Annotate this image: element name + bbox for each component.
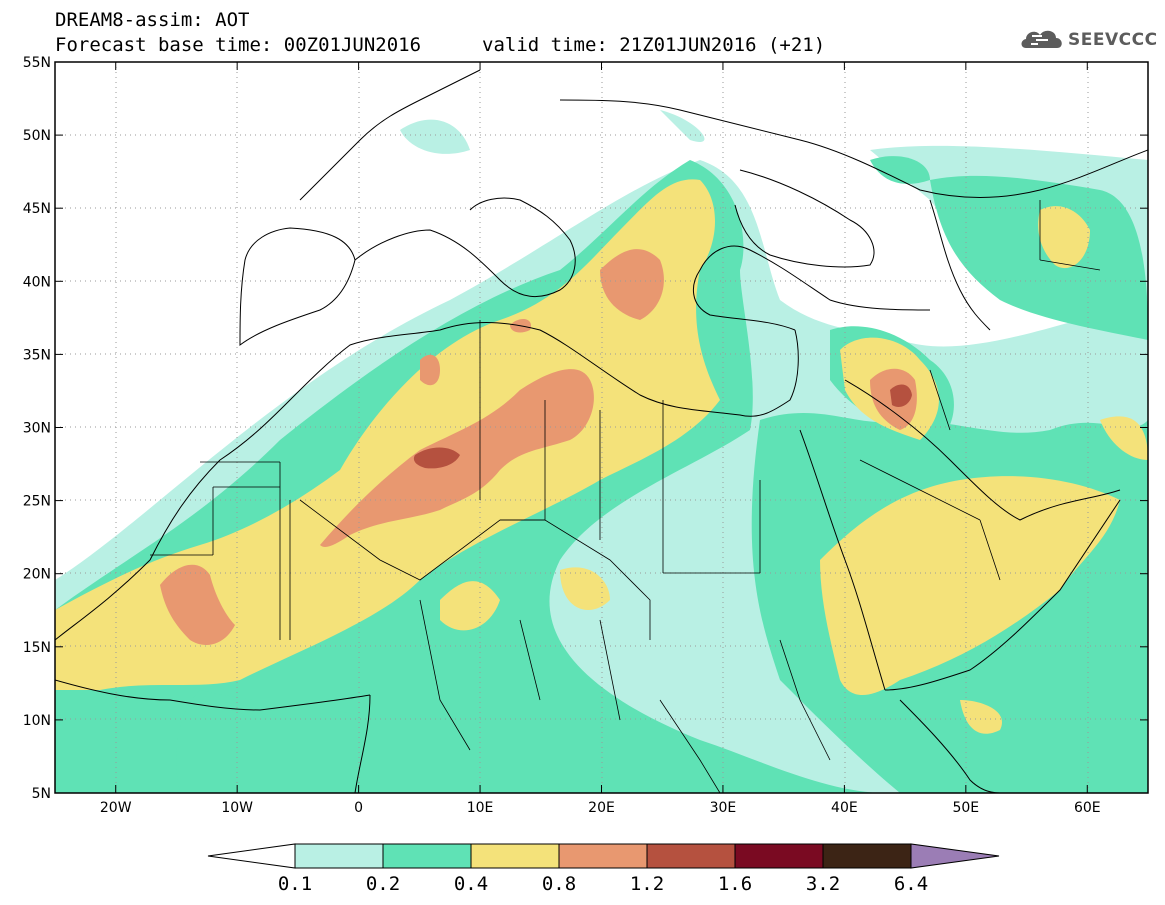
lat-label: 35N [23, 347, 51, 363]
colorbar-swatch [558, 843, 648, 869]
lat-label: 45N [23, 201, 51, 217]
forecast-base-time: Forecast base time: 00Z01JUN2016 [55, 34, 422, 56]
logo-text: SEEVCCC [1068, 30, 1158, 50]
latitude-axis: 55N 50N 45N 40N 35N 30N 25N 20N 15N 10N 5N [23, 55, 1148, 802]
lat-label: 25N [23, 494, 51, 510]
lat-label: 15N [23, 640, 51, 656]
valid-time: valid time: 21Z01JUN2016 (+21) [482, 34, 826, 56]
colorbar-label: 0.1 [278, 873, 312, 895]
lat-label: 40N [23, 274, 51, 290]
aot-field [55, 62, 1148, 793]
lat-label: 55N [23, 55, 51, 71]
lon-label: 60E [1074, 800, 1101, 816]
colorbar-swatch [294, 843, 384, 869]
lat-label: 10N [23, 713, 51, 729]
lon-label: 10E [467, 800, 494, 816]
lat-label: 30N [23, 421, 51, 437]
lon-label: 40E [831, 800, 858, 816]
lon-label: 20E [588, 800, 615, 816]
colorbar-label: 0.2 [366, 873, 400, 895]
aot-colorbar: 0.1 0.2 0.4 0.8 1.2 1.6 3.2 6.4 [207, 843, 1000, 895]
map-title: DREAM8-assim: AOT [55, 9, 250, 31]
colorbar-swatch [734, 843, 824, 869]
colorbar-label: 3.2 [806, 873, 840, 895]
lon-label: 50E [952, 800, 979, 816]
colorbar-label: 0.4 [454, 873, 488, 895]
colorbar-swatch [470, 843, 560, 869]
lat-label: 50N [23, 128, 51, 144]
lon-label: 20W [100, 800, 132, 816]
lon-label: 30E [710, 800, 737, 816]
coastlines [55, 69, 1148, 793]
aot-contour-0.4 [55, 179, 1148, 734]
colorbar-swatch [382, 843, 472, 869]
lon-label: 10W [221, 800, 253, 816]
colorbar-label: 1.6 [718, 873, 752, 895]
longitude-axis: 20W 10W 0 10E 20E 30E 40E 50E 60E [100, 62, 1101, 816]
lat-label: 20N [23, 567, 51, 583]
country-borders [150, 200, 1101, 793]
colorbar-label: 0.8 [542, 873, 576, 895]
colorbar-swatch [822, 843, 912, 869]
colorbar-under-arrow [207, 843, 296, 869]
cloud-icon [1021, 30, 1062, 48]
lon-label: 0 [354, 800, 363, 816]
colorbar-swatch [646, 843, 736, 869]
lat-label: 5N [32, 786, 51, 802]
colorbar-over-arrow [910, 843, 1000, 869]
seevccc-logo: SEEVCCC [1018, 24, 1158, 56]
aot-contour-1.2 [413, 384, 912, 469]
colorbar-label: 1.2 [630, 873, 664, 895]
colorbar-label: 6.4 [894, 873, 928, 895]
